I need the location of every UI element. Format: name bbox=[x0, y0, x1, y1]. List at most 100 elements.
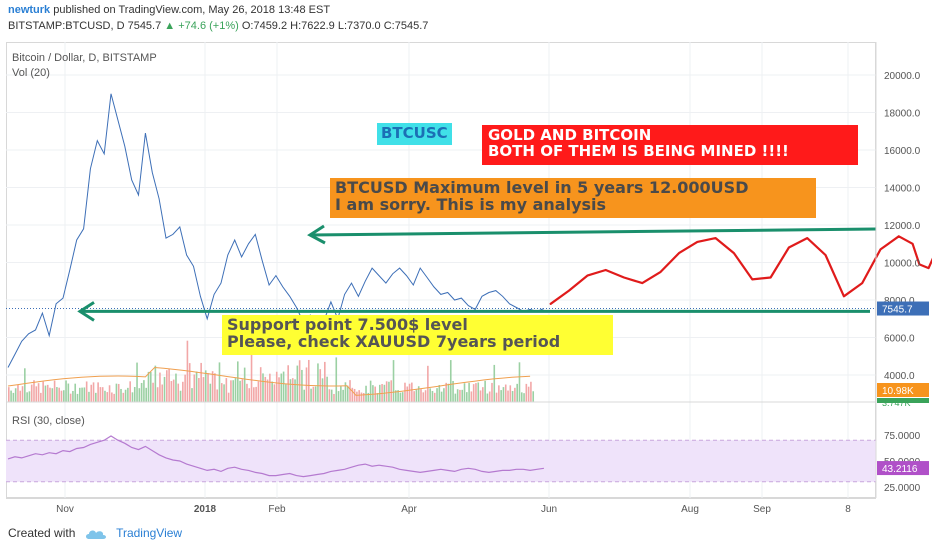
volume-bar bbox=[333, 393, 335, 402]
volume-bar bbox=[518, 362, 521, 402]
volume-bar bbox=[296, 365, 299, 402]
volume-bar bbox=[129, 381, 131, 402]
volume-bar bbox=[156, 387, 159, 402]
last-price-badge: 7545.7 bbox=[882, 305, 913, 316]
volume-bar bbox=[413, 391, 415, 402]
time-tick-label: Jun bbox=[541, 504, 557, 515]
volume-bar bbox=[314, 386, 317, 402]
volume-bar bbox=[108, 385, 111, 402]
volume-bar bbox=[294, 379, 296, 402]
price-tick-label: 10000.0 bbox=[884, 259, 921, 270]
volume-bar bbox=[509, 385, 512, 402]
volume-bar bbox=[326, 376, 328, 402]
volume-bar bbox=[209, 383, 212, 402]
volume-bar bbox=[195, 371, 198, 402]
volume-bar bbox=[140, 382, 143, 402]
ohlc-values: O:7459.2 H:7622.9 L:7370.0 C:7545.7 bbox=[241, 20, 429, 32]
volume-bar bbox=[111, 392, 113, 402]
volume-bar bbox=[223, 384, 225, 402]
volume-bar bbox=[152, 382, 154, 402]
price-tick-label: 8000.0 bbox=[884, 296, 915, 307]
price-tick-label: 6000.0 bbox=[884, 334, 915, 345]
volume-bar bbox=[97, 382, 99, 402]
time-tick-label: Aug bbox=[681, 504, 699, 515]
volume-bar bbox=[493, 364, 496, 402]
volume-bar bbox=[291, 378, 294, 402]
volume-bar bbox=[99, 387, 102, 402]
volume-bar bbox=[415, 389, 418, 402]
volume-bar bbox=[14, 388, 17, 402]
volume-bar bbox=[369, 380, 372, 402]
volume-bar bbox=[120, 388, 122, 402]
volume-bar bbox=[92, 382, 95, 402]
volume-bar bbox=[204, 370, 207, 402]
volume-bar bbox=[484, 380, 486, 402]
volume-secondary-badge-bg bbox=[877, 398, 929, 403]
volume-bar bbox=[273, 384, 276, 402]
volume-bar bbox=[81, 387, 83, 402]
volume-bar bbox=[431, 390, 434, 402]
volume-bar bbox=[211, 371, 214, 402]
volume-bar bbox=[172, 379, 175, 402]
volume-bar bbox=[67, 383, 70, 402]
volume-bar bbox=[520, 392, 523, 402]
symbol-prefix: BITSTAMP:BTCUSD, D 7545.7 bbox=[8, 20, 162, 32]
volume-bar bbox=[342, 389, 344, 402]
projection-line bbox=[549, 235, 932, 305]
volume-bar bbox=[76, 393, 79, 402]
time-tick-label: 8 bbox=[845, 504, 851, 515]
volume-bar bbox=[246, 383, 248, 402]
volume-bar bbox=[523, 393, 525, 402]
volume-bar bbox=[445, 382, 447, 402]
volume-bar bbox=[207, 373, 209, 402]
volume-bar bbox=[227, 392, 230, 402]
volume-bar bbox=[420, 389, 422, 402]
time-tick-label: Feb bbox=[268, 504, 286, 515]
volume-bar bbox=[456, 389, 459, 402]
volume-bar bbox=[429, 388, 431, 402]
volume-bar bbox=[69, 393, 72, 402]
price-tick-label: 14000.0 bbox=[884, 184, 921, 195]
volume-bar bbox=[475, 383, 477, 402]
volume-bar bbox=[340, 386, 342, 402]
volume-bar bbox=[411, 382, 413, 402]
footer: Created with TradingView bbox=[8, 526, 182, 540]
volume-bar bbox=[427, 365, 429, 402]
volume-bar bbox=[269, 373, 271, 402]
tradingview-brand-link[interactable]: TradingView bbox=[116, 526, 183, 540]
volume-bar bbox=[117, 383, 120, 402]
volume-bar bbox=[200, 362, 202, 402]
volume-badge-bg bbox=[877, 383, 929, 397]
volume-bar bbox=[58, 387, 60, 402]
author-username[interactable]: newturk bbox=[8, 4, 51, 16]
support-annotation-line2: Please, check XAUUSD 7years period bbox=[227, 331, 561, 351]
volume-bar bbox=[42, 381, 44, 402]
volume-bar bbox=[472, 384, 475, 402]
volume-bar bbox=[166, 370, 168, 402]
volume-bar bbox=[372, 385, 374, 402]
price-tick-label: 4000.0 bbox=[884, 371, 915, 382]
time-tick-label: Sep bbox=[753, 504, 771, 515]
volume-bar bbox=[124, 389, 127, 402]
symbol-info-line: BITSTAMP:BTCUSD, D 7545.7 ▲ +74.6 (+1%) … bbox=[8, 20, 428, 32]
volume-ma-line bbox=[7, 366, 531, 396]
volume-bar bbox=[438, 385, 441, 402]
volume-bar bbox=[230, 380, 232, 402]
volume-bar bbox=[404, 382, 406, 402]
volume-bar bbox=[470, 391, 473, 402]
volume-bar bbox=[365, 385, 367, 402]
volume-bar bbox=[282, 371, 285, 402]
volume-bar bbox=[248, 388, 251, 402]
rsi-tick-label: 75.0000 bbox=[884, 431, 921, 442]
volume-bar bbox=[37, 383, 40, 402]
volume-bar bbox=[275, 371, 278, 402]
volume-bar bbox=[486, 393, 489, 402]
volume-bar bbox=[466, 392, 468, 402]
volume-bar bbox=[243, 367, 246, 402]
volume-bar bbox=[19, 390, 22, 402]
volume-bar bbox=[113, 393, 115, 402]
volume-bar bbox=[216, 389, 218, 402]
volume-bar bbox=[479, 390, 482, 402]
volume-bar bbox=[104, 390, 106, 402]
